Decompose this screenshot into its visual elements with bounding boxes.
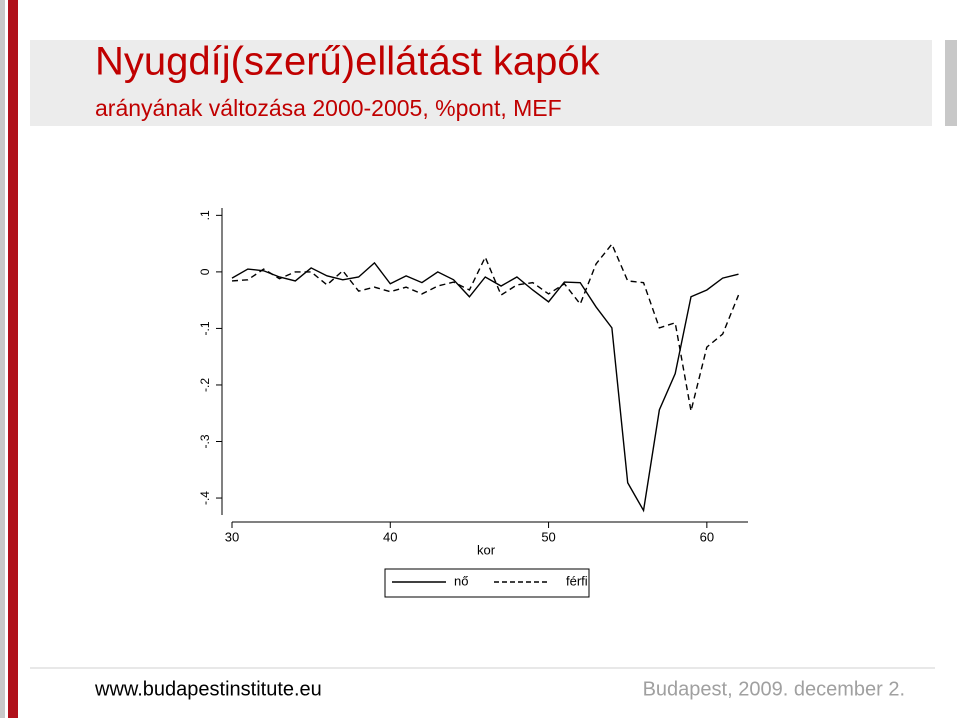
legend: [384, 568, 590, 598]
legend-label: férfi: [566, 573, 588, 588]
x-axis-label: kor: [477, 542, 496, 557]
title: Nyugdíj(szerű)ellátást kapók: [95, 40, 601, 84]
title-box: [30, 40, 932, 126]
footer-date: Budapest, 2009. december 2.: [643, 678, 905, 700]
legend-label: nő: [454, 573, 468, 588]
y-tick-label: .1: [198, 210, 212, 220]
y-tick-label: -.1: [198, 321, 212, 335]
x-tick-label: 40: [383, 529, 397, 544]
y-tick-label: 0: [198, 268, 212, 275]
x-tick-label: 50: [541, 529, 555, 544]
line-series: [231, 261, 739, 513]
x-tick-label: 30: [225, 529, 239, 544]
subtitle: arányának változása 2000-2005, %pont, ME…: [95, 95, 562, 121]
title-bar: [945, 40, 957, 126]
side-bar: [8, 0, 18, 718]
y-tick-label: -.3: [198, 434, 212, 448]
footer-url: www.budapestinstitute.eu: [94, 678, 322, 700]
y-tick-label: -.4: [198, 491, 212, 505]
line-series: [231, 242, 740, 412]
y-tick-label: -.2: [198, 378, 212, 392]
x-tick-label: 60: [700, 529, 714, 544]
side-bar: [0, 0, 5, 718]
